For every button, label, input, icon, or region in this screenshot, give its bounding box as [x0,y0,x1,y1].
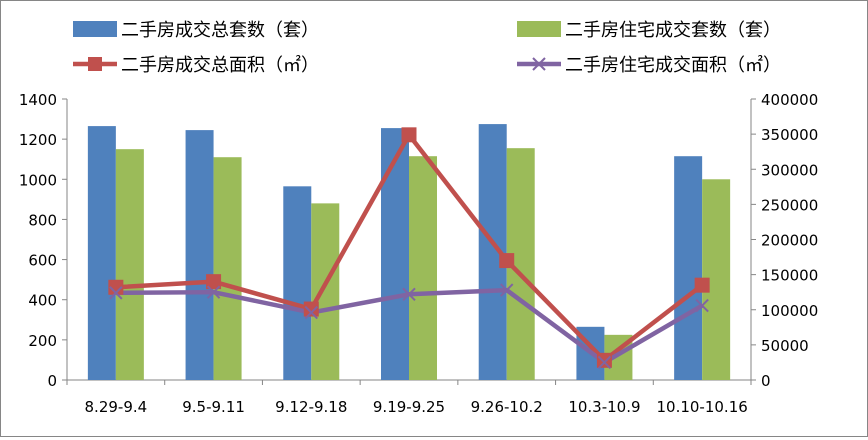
data-point-x [304,305,318,320]
x-tick-label: 9.5-9.11 [182,398,245,416]
data-point-x-stroke [109,286,123,300]
y-right-tick-label: 400000 [761,91,818,109]
data-point-x [402,287,416,302]
bar [311,203,340,380]
data-point-x-stroke [500,283,514,297]
axes: 0 200 400 600 800 1000 1200 1400 0 50000 100000 150… [19,91,818,416]
bar [185,130,214,380]
x-tick-label: 10.3-10.9 [568,398,640,416]
legend-label: 二手房成交总面积（㎡） [121,54,319,76]
data-point-square [499,253,515,269]
legend-marker-square [88,57,102,71]
data-point-square [596,352,612,368]
bar [674,156,703,380]
x-tick-label: 9.12-9.18 [275,398,347,416]
x-tick-label: 9.26-10.2 [471,398,543,416]
legend-swatch [517,21,561,37]
bar [381,128,409,380]
data-point-x [597,355,612,370]
data-point-square [303,301,319,317]
data-point-x-stroke [304,305,318,320]
bar [87,126,116,380]
y-left-tick-label: 1200 [19,131,57,149]
data-point-x-stroke [597,355,612,370]
y-right-tick-label: 200000 [761,232,818,250]
x-tick-label: 10.10-10.16 [656,398,747,416]
bar [115,149,144,380]
y-right-tick-label: 50000 [761,337,809,355]
y-left-tick-label: 200 [28,332,57,350]
data-point-square [401,127,417,143]
y-left-tick-label: 600 [28,252,57,270]
legend-label: 二手房成交总套数（套） [121,20,319,41]
x-tick-label: 9.19-9.25 [373,398,445,416]
legend-marker-x [532,57,546,71]
data-point-x [109,286,123,300]
data-point-x-stroke [695,298,709,313]
y-left-tick-label: 0 [47,372,57,390]
line-series [108,127,710,370]
y-left-tick-label: 1400 [19,91,57,109]
legend-swatch [73,21,117,37]
bar [213,157,242,380]
y-right-tick-label: 350000 [761,126,818,144]
bar-series [87,124,731,380]
y-left-tick-label: 1000 [19,171,57,189]
legend-label: 二手房住宅成交套数（套） [565,20,781,41]
x-tick-label: 8.29-9.4 [85,398,148,416]
y-right-tick-label: 0 [761,372,771,390]
bar [283,186,312,380]
y-left-tick-label: 400 [28,292,57,310]
data-point-x-stroke [206,285,221,299]
data-point-x [206,285,221,299]
data-point-square [206,274,222,290]
y-right-tick-label: 150000 [761,267,818,285]
y-right-tick-label: 100000 [761,302,818,320]
bar [409,156,437,380]
data-point-x-stroke [402,287,416,302]
legend: 二手房成交总套数（套） 二手房住宅成交套数（套） 二手房成交总面积（㎡） 二手房住宅成… [73,20,781,76]
data-point-square [694,277,710,293]
data-point-x [695,298,709,313]
y-right-tick-label: 250000 [761,196,818,214]
y-left-tick-label: 800 [28,211,57,229]
legend-label: 二手房住宅成交面积（㎡） [565,54,781,76]
data-point-x [500,283,514,297]
y-right-tick-label: 300000 [761,161,818,179]
